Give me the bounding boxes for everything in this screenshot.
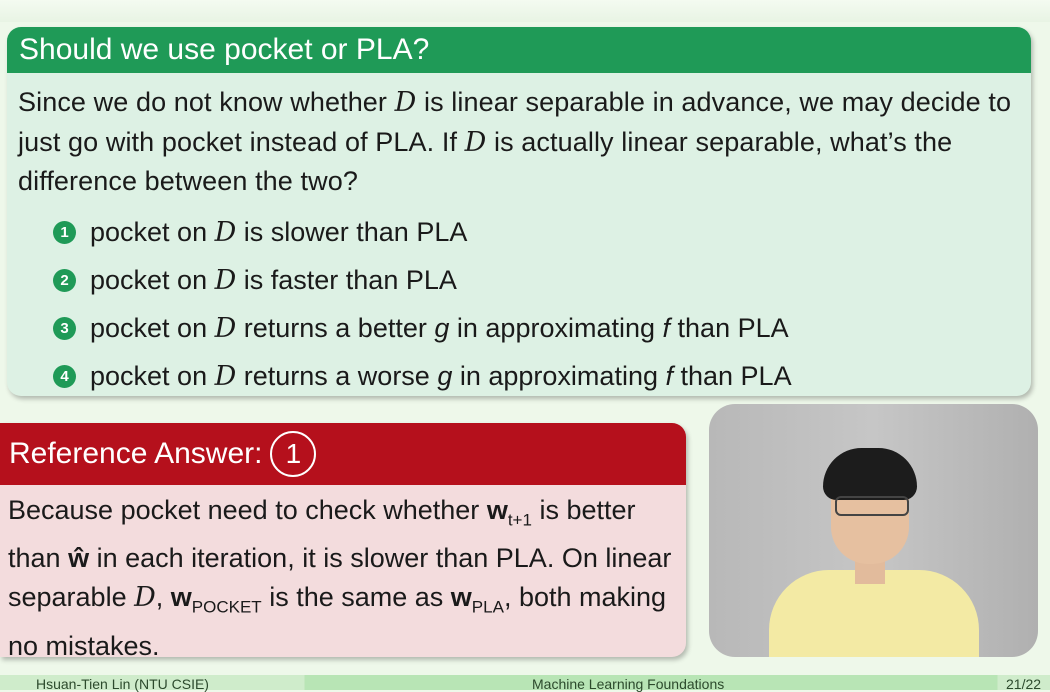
math-variable: g: [434, 313, 450, 343]
quiz-body: Since we do not know whether D is linear…: [7, 73, 1031, 396]
option-text: is slower than PLA: [236, 217, 468, 247]
footer-author: Hsuan-Tien Lin (NTU CSIE): [36, 676, 209, 692]
option-text: pocket on: [90, 265, 215, 295]
footer-course: Machine Learning Foundations: [532, 676, 725, 692]
quiz-box: Should we use pocket or PLA? Since we do…: [7, 27, 1031, 396]
option-label: pocket on D returns a worse g in approxi…: [90, 361, 792, 392]
math-variable: f: [662, 313, 671, 343]
option-text: than PLA: [670, 313, 789, 343]
weight-vector: ŵ: [68, 543, 90, 574]
option-1: 1 pocket on D is slower than PLA: [18, 209, 1017, 257]
option-text: in approximating: [452, 361, 666, 391]
option-number-badge: 4: [53, 365, 76, 388]
dataset-symbol: D: [134, 582, 156, 614]
answer-label: Reference Answer:: [9, 437, 263, 470]
option-text: pocket on: [90, 313, 215, 343]
option-text: in approximating: [449, 313, 663, 343]
option-text: returns a worse: [236, 361, 438, 391]
option-number-badge: 3: [53, 317, 76, 340]
question-text: is actually linear separable, what’s the…: [18, 126, 953, 197]
answer-choice-badge: 1: [270, 431, 317, 477]
quiz-question: Since we do not know whether D is linear…: [18, 83, 1017, 201]
answer-text: ,: [155, 582, 171, 613]
subscript: PLA: [471, 597, 504, 617]
answer-text: in each iteration, it is slower than PLA…: [8, 543, 672, 613]
weight-vector: w: [170, 582, 192, 613]
option-list: 1 pocket on D is slower than PLA 2 pocket o…: [18, 209, 1017, 397]
question-text: Since we do not know whether: [18, 87, 395, 117]
option-text: than PLA: [673, 361, 792, 391]
option-text: is faster than PLA: [236, 265, 457, 295]
answer-text: is the same as: [261, 582, 451, 613]
question-text: is linear separable in advance, we may d…: [18, 87, 1012, 157]
dataset-symbol: D: [214, 217, 237, 248]
option-label: pocket on D returns a better g in approx…: [90, 313, 789, 344]
dataset-symbol: D: [464, 126, 487, 158]
option-3: 3 pocket on D returns a better g in appro…: [18, 305, 1017, 353]
dataset-symbol: D: [214, 361, 237, 392]
subscript: t+1: [507, 510, 532, 530]
option-number-badge: 2: [53, 269, 76, 292]
weight-vector: w: [486, 495, 508, 525]
answer-explanation: Because pocket need to check whether wt+…: [0, 485, 686, 657]
option-label: pocket on D is faster than PLA: [90, 265, 457, 296]
presenter-hair: [823, 448, 917, 500]
option-4: 4 pocket on D returns a worse g in approx…: [18, 353, 1017, 397]
answer-text: , both making no mistakes.: [8, 582, 667, 657]
weight-vector: w: [450, 582, 472, 613]
answer-text: is better than: [8, 495, 636, 574]
option-2: 2 pocket on D is faster than PLA: [18, 257, 1017, 305]
option-text: pocket on: [90, 217, 215, 247]
footer-page: 21/22: [1006, 676, 1042, 692]
top-band: [0, 0, 1050, 22]
subscript: POCKET: [191, 597, 262, 617]
math-variable: g: [437, 361, 453, 391]
option-label: pocket on D is slower than PLA: [90, 217, 467, 248]
dataset-symbol: D: [214, 265, 237, 296]
dataset-symbol: D: [394, 87, 417, 118]
presenter-shirt: [769, 570, 979, 657]
math-variable: f: [665, 361, 673, 391]
option-number-badge: 1: [53, 221, 76, 244]
quiz-title: Should we use pocket or PLA?: [7, 27, 1031, 73]
option-text: pocket on: [90, 361, 215, 391]
answer-header: Reference Answer: 1: [0, 423, 686, 485]
option-text: returns a better: [236, 313, 435, 343]
answer-box: Reference Answer: 1 Because pocket need …: [0, 423, 686, 657]
footer-bar: [0, 675, 1050, 690]
presenter-video: [709, 404, 1038, 657]
dataset-symbol: D: [214, 313, 237, 344]
presenter-glasses: [835, 496, 909, 516]
answer-text: Because pocket need to check whether: [8, 495, 487, 525]
